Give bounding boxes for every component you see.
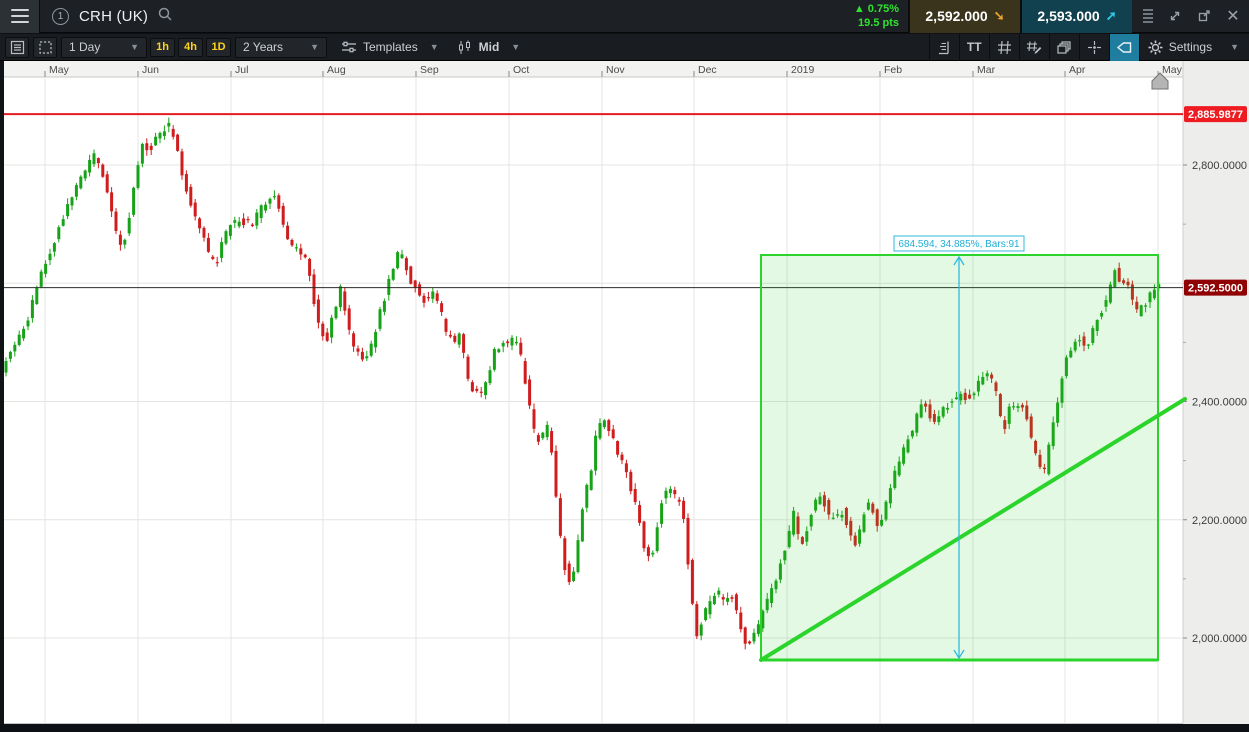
range-value: 2 Years	[243, 40, 284, 54]
svg-text:Nov: Nov	[606, 64, 625, 76]
svg-text:2,000.0000: 2,000.0000	[1192, 633, 1247, 645]
templates-dropdown[interactable]: Templates ▼	[341, 40, 439, 54]
measurement-label: 684.594, 34.885%, Bars:91	[898, 239, 1020, 250]
svg-text:Oct: Oct	[513, 64, 529, 76]
svg-text:2,592.5000: 2,592.5000	[1188, 283, 1243, 295]
price-down-arrow-icon: ➘	[993, 8, 1005, 23]
price-change-points: 19.5 pts	[858, 17, 899, 29]
title-bar: 1 CRH (UK) ▲ 0.75% 19.5 pts 2,592.000 ➘ …	[0, 0, 1249, 33]
gear-icon	[1148, 40, 1163, 54]
chart-toolbar: 1 Day ▼ 1h 4h 1D 2 Years ▼ Templates ▼	[0, 33, 1249, 61]
templates-label: Templates	[363, 40, 418, 54]
instrument-title: CRH (UK)	[79, 7, 149, 25]
svg-text:2,800.0000: 2,800.0000	[1192, 160, 1247, 172]
svg-text:Sep: Sep	[420, 64, 439, 76]
time-scrollbar[interactable]	[0, 724, 1249, 732]
svg-text:Mar: Mar	[977, 64, 996, 76]
windows-layout-button[interactable]	[1048, 33, 1079, 61]
close-button[interactable]: ✕	[1226, 8, 1240, 25]
axis-scale-tool-button[interactable]	[928, 33, 959, 61]
period-dropdown[interactable]: 1 Day ▼	[61, 36, 147, 58]
text-annotation-tool-button[interactable]: TT	[958, 33, 989, 61]
resistance-price-tag: 2,885.9877	[1184, 106, 1247, 123]
search-icon[interactable]	[157, 6, 173, 27]
trend-line[interactable]	[759, 397, 1187, 662]
period-value: 1 Day	[69, 40, 101, 54]
svg-text:Apr: Apr	[1069, 64, 1086, 76]
chevron-down-icon: ▼	[429, 42, 439, 52]
sliders-icon	[342, 41, 356, 53]
svg-text:2,885.9877: 2,885.9877	[1188, 109, 1243, 121]
window-number-badge: 1	[52, 7, 69, 25]
chart-list-button[interactable]	[5, 36, 29, 58]
plot-background	[0, 61, 1249, 724]
candlestick-icon	[458, 40, 470, 54]
svg-text:Aug: Aug	[327, 64, 346, 76]
x-axis-labels: May Jun Jul Aug Sep Oct Nov Dec 2019 Feb Mar Apr May	[44, 64, 1183, 77]
svg-text:2,400.0000: 2,400.0000	[1192, 397, 1247, 409]
measure-tool-button-active[interactable]	[1108, 33, 1139, 61]
price-axis-panel[interactable]	[1183, 61, 1249, 724]
sell-price-button[interactable]: 2,592.000 ➘	[908, 0, 1020, 33]
price-type-dropdown[interactable]: Mid ▼	[457, 40, 521, 55]
current-price-tag: 2,592.5000	[1184, 279, 1247, 296]
price-change: ▲ 0.75% 19.5 pts	[854, 2, 899, 31]
y-axis-labels: 2,800.0000 2,400.0000 2,200.0000 2,000.0000	[1183, 160, 1247, 645]
grid-tool-button[interactable]	[988, 33, 1019, 61]
quick-period-1h[interactable]: 1h	[150, 37, 175, 57]
scroll-to-latest-marker[interactable]	[1151, 72, 1169, 90]
svg-text:Jun: Jun	[142, 64, 159, 76]
buy-price-button[interactable]: 2,593.000 ➚	[1020, 0, 1132, 33]
settings-dropdown[interactable]: Settings ▼	[1138, 34, 1249, 60]
chevron-down-icon: ▼	[1230, 42, 1239, 52]
popout-window-button[interactable]	[1191, 6, 1217, 26]
svg-text:2019: 2019	[791, 64, 815, 76]
svg-text:2,200.0000: 2,200.0000	[1192, 515, 1247, 527]
svg-text:Dec: Dec	[698, 64, 717, 76]
svg-text:Feb: Feb	[884, 64, 902, 76]
chevron-down-icon: ▼	[130, 42, 139, 52]
chevron-down-icon: ▼	[511, 42, 521, 52]
svg-text:May: May	[1162, 64, 1183, 76]
price-chart[interactable]: May Jun Jul Aug Sep Oct Nov Dec 2019 Feb Mar Apr May…	[0, 61, 1249, 724]
candlesticks	[4, 117, 1161, 650]
price-up-arrow-icon: ➚	[1105, 8, 1117, 23]
maximize-button[interactable]	[1162, 6, 1188, 26]
svg-text:Jul: Jul	[235, 64, 248, 76]
quick-period-4h[interactable]: 4h	[178, 37, 203, 57]
time-axis-strip[interactable]	[4, 61, 1183, 77]
layout-select-button[interactable]	[33, 36, 57, 58]
measurement-label-box	[893, 235, 1025, 252]
main-menu-button[interactable]	[0, 0, 40, 33]
draw-tool-button[interactable]	[1018, 33, 1049, 61]
price-type-value: Mid	[478, 40, 500, 54]
price-change-percent: ▲ 0.75%	[853, 2, 899, 15]
panel-drag-handle[interactable]	[1141, 8, 1155, 24]
range-dropdown[interactable]: 2 Years ▼	[235, 36, 327, 58]
crosshair-tool-button[interactable]	[1078, 33, 1109, 61]
chevron-down-icon: ▼	[310, 42, 319, 52]
sell-price-value: 2,592.000	[925, 8, 988, 24]
buy-price-value: 2,593.000	[1037, 8, 1100, 24]
settings-label: Settings	[1168, 40, 1213, 54]
chart-area[interactable]: May Jun Jul Aug Sep Oct Nov Dec 2019 Feb Mar Apr May…	[0, 61, 1249, 724]
measurement-arrow: 684.594, 34.885%, Bars:91	[893, 235, 1025, 660]
svg-text:May: May	[49, 64, 70, 76]
quick-period-1d[interactable]: 1D	[206, 37, 231, 57]
